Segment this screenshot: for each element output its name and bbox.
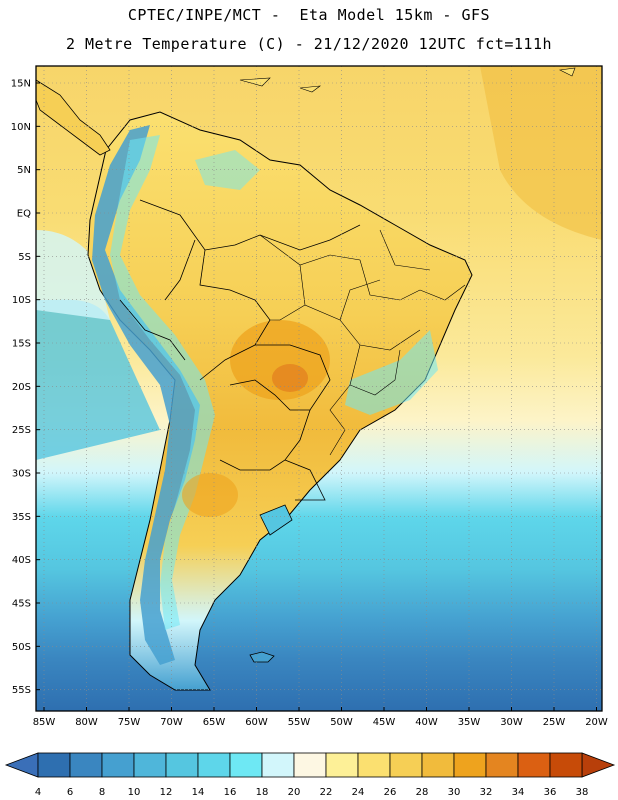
latitude-label: 40S	[12, 555, 31, 566]
longitude-label: 80W	[75, 717, 98, 728]
country-borders	[119, 199, 361, 501]
colorbar-segment	[517, 752, 551, 778]
longitude-label: 85W	[33, 717, 56, 728]
latitude-label: 10S	[12, 295, 31, 306]
colorbar-label: 34	[512, 787, 525, 798]
argentina-warm-area	[182, 473, 238, 517]
colorbar-segment	[453, 752, 487, 778]
colorbar-label: 38	[576, 787, 589, 798]
colorbar-tick-labels: 4 6 8 10 12 14 16 18 20 22 24 26 28 30 32 34 36 38	[35, 787, 589, 798]
longitude-label: 40W	[415, 717, 438, 728]
colorbar-label: 32	[480, 787, 493, 798]
latitude-label: 5S	[18, 252, 31, 263]
amazon-cool-patch	[195, 150, 260, 190]
colorbar-segments	[37, 752, 583, 778]
colorbar-segment	[389, 752, 423, 778]
colorbar-label: 8	[99, 787, 105, 798]
colorbar-label: 26	[384, 787, 397, 798]
longitude-label: 20W	[585, 717, 608, 728]
colorbar-segment	[293, 752, 327, 778]
colorbar-segment	[197, 752, 231, 778]
latitude-label: 50S	[12, 642, 31, 653]
pacific-pale-water	[36, 230, 110, 320]
colorbar-label: 36	[544, 787, 557, 798]
colorbar-label: 18	[256, 787, 269, 798]
longitude-label: 65W	[203, 717, 226, 728]
title-line-1: CPTEC/INPE/MCT - Eta Model 15km - GFS	[127, 6, 491, 24]
colorbar-label: 10	[128, 787, 141, 798]
colorbar-segment	[261, 752, 295, 778]
title-line-2: 2 Metre Temperature (C) - 21/12/2020 12U…	[65, 35, 553, 53]
colorbar-segment	[485, 752, 519, 778]
brazil-state-borders	[259, 229, 466, 456]
colorbar-label: 28	[416, 787, 429, 798]
colorbar-segment	[101, 752, 135, 778]
colorbar-segment	[421, 752, 455, 778]
longitude-label: 70W	[160, 717, 183, 728]
colorbar-segment	[357, 752, 391, 778]
colorbar-segment	[229, 752, 263, 778]
colorbar-segment	[69, 752, 103, 778]
falkland-islands	[249, 651, 275, 663]
colorbar-label: 12	[160, 787, 173, 798]
colorbar-label: 16	[224, 787, 237, 798]
longitude-label: 55W	[288, 717, 311, 728]
latitude-label: 55S	[12, 685, 31, 696]
latitude-label: 5N	[17, 165, 31, 176]
latitude-label: EQ	[17, 209, 31, 220]
colorbar-segment	[165, 752, 199, 778]
latitude-label: 10N	[11, 122, 31, 133]
latitude-label: 30S	[12, 469, 31, 480]
central-america-land	[36, 79, 111, 156]
colorbar-overflow-arrow	[581, 752, 616, 778]
colorbar-label: 14	[192, 787, 205, 798]
longitude-label: 45W	[373, 717, 396, 728]
map-frame	[35, 65, 603, 712]
longitude-label: 30W	[500, 717, 523, 728]
colorbar-segment	[325, 752, 359, 778]
latitude-label: 45S	[12, 599, 31, 610]
colorbar-underflow-arrow	[4, 752, 39, 778]
longitude-label: 35W	[458, 717, 481, 728]
latitude-label: 15S	[12, 339, 31, 350]
latitude-label: 35S	[12, 512, 31, 523]
colorbar-label: 24	[352, 787, 365, 798]
colorbar-label: 6	[67, 787, 73, 798]
pacific-cool-water	[36, 299, 160, 460]
colorbar-segment	[549, 752, 583, 778]
colorbar-label: 4	[35, 787, 41, 798]
colorbar: 4 6 8 10 12 14 16 18 20 22 24 26 28 30 32 34 36 38	[4, 752, 616, 798]
colorbar-label: 22	[320, 787, 333, 798]
latitude-label: 15N	[11, 79, 31, 90]
andes-cold-belt	[92, 125, 200, 665]
longitude-label: 25W	[543, 717, 566, 728]
colorbar-label: 30	[448, 787, 461, 798]
longitude-label: 75W	[118, 717, 141, 728]
rio-de-la-plata	[259, 504, 293, 536]
chaco-core	[272, 364, 308, 392]
latitude-label: 25S	[12, 425, 31, 436]
longitude-label: 50W	[330, 717, 353, 728]
caribbean-islands	[239, 67, 576, 93]
atlantic-warm-patch	[480, 66, 602, 240]
colorbar-segment	[37, 752, 71, 778]
colorbar-segment	[133, 752, 167, 778]
map-area	[36, 66, 602, 711]
latitude-axis-labels: 15N 10N 5N EQ 5S 10S 15S 20S 25S 30S 35S 40S 45S 50S 5…	[11, 79, 40, 696]
latitude-label: 20S	[12, 382, 31, 393]
longitude-label: 60W	[245, 717, 268, 728]
colorbar-label: 20	[288, 787, 301, 798]
longitude-axis-labels: 85W 80W 75W 70W 65W 60W 55W 50W 45W 40W 35W 30W 25W 2…	[33, 707, 608, 728]
se-brazil-cool-area	[345, 330, 438, 415]
